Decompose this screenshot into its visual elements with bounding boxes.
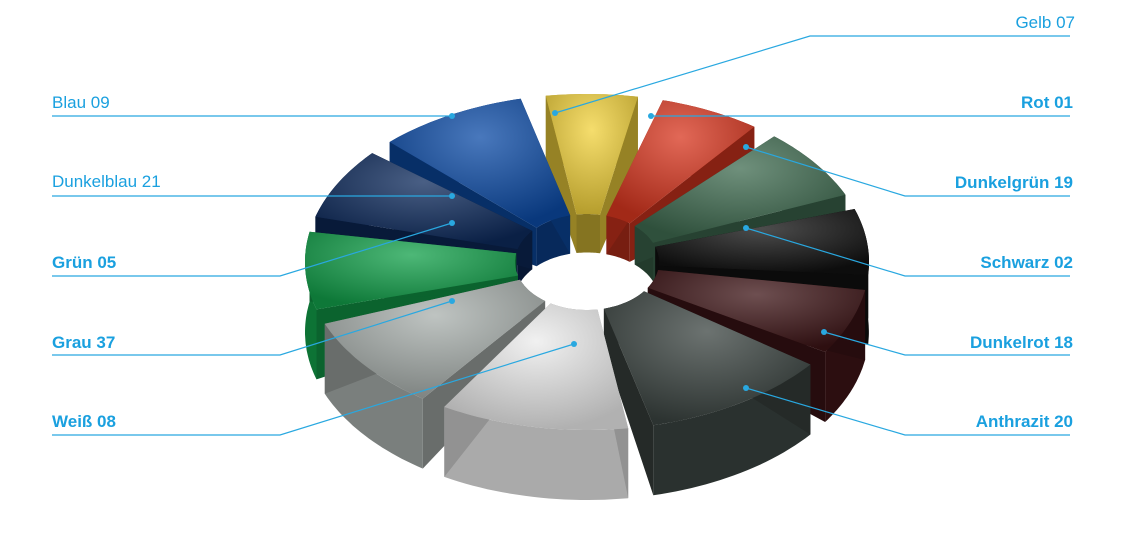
segment-top-shade-gruen <box>305 231 518 310</box>
leader-dot-blau <box>449 113 455 119</box>
leader-line-schwarz <box>745 227 1070 277</box>
leader-dot-weiss <box>571 341 577 347</box>
leader-line-weiss <box>52 343 575 436</box>
label-weiss: Weiß 08 <box>52 412 116 431</box>
leader-line-gruen <box>52 222 453 277</box>
segment-cap-anthrazit-1 <box>603 308 654 496</box>
leader-dot-gruen <box>449 220 455 226</box>
segment-top-shade-dunkelgruen <box>634 136 846 243</box>
leader-dot-dunkelblau <box>449 193 455 199</box>
leader-dot-anthrazit <box>743 385 749 391</box>
label-blau: Blau 09 <box>52 93 110 112</box>
label-dunkelblau: Dunkelblau 21 <box>52 172 161 191</box>
segment-top-shade-grau <box>324 279 546 399</box>
label-dunkelgruen: Dunkelgrün 19 <box>954 173 1073 192</box>
segment-top-shade-dunkelblau <box>315 153 533 250</box>
label-schwarz: Schwarz 02 <box>980 253 1073 272</box>
leader-dot-dunkelgruen <box>743 144 749 150</box>
leader-dot-gelb <box>552 110 558 116</box>
label-grau: Grau 37 <box>52 333 116 352</box>
label-anthrazit: Anthrazit 20 <box>975 412 1073 431</box>
leader-dot-grau <box>449 298 455 304</box>
leader-line-gelb <box>554 35 1070 114</box>
leader-dot-rot <box>648 113 654 119</box>
segment-top-shade-dunkelrot <box>647 270 866 352</box>
segment-top-shade-weiss <box>444 303 629 430</box>
leader-line-dunkelgruen <box>745 146 1070 197</box>
segment-top-shade-blau <box>389 98 571 228</box>
leader-line-anthrazit <box>745 387 1070 436</box>
label-gruen: Grün 05 <box>52 253 117 272</box>
leader-dot-schwarz <box>743 225 749 231</box>
segment-top-shade-schwarz <box>655 209 869 275</box>
segment-wall-weiss <box>444 406 629 500</box>
leader-dot-dunkelrot <box>821 329 827 335</box>
label-rot: Rot 01 <box>1021 93 1073 112</box>
leader-line-dunkelrot <box>823 331 1070 356</box>
segment-inner-wall-gelb <box>576 214 600 254</box>
leader-line-grau <box>52 300 453 356</box>
segment-top-shade-gelb <box>545 94 638 215</box>
segment-top-shade-rot <box>606 100 755 224</box>
label-dunkelrot: Dunkelrot 18 <box>970 333 1073 352</box>
label-gelb: Gelb 07 <box>1015 13 1075 32</box>
